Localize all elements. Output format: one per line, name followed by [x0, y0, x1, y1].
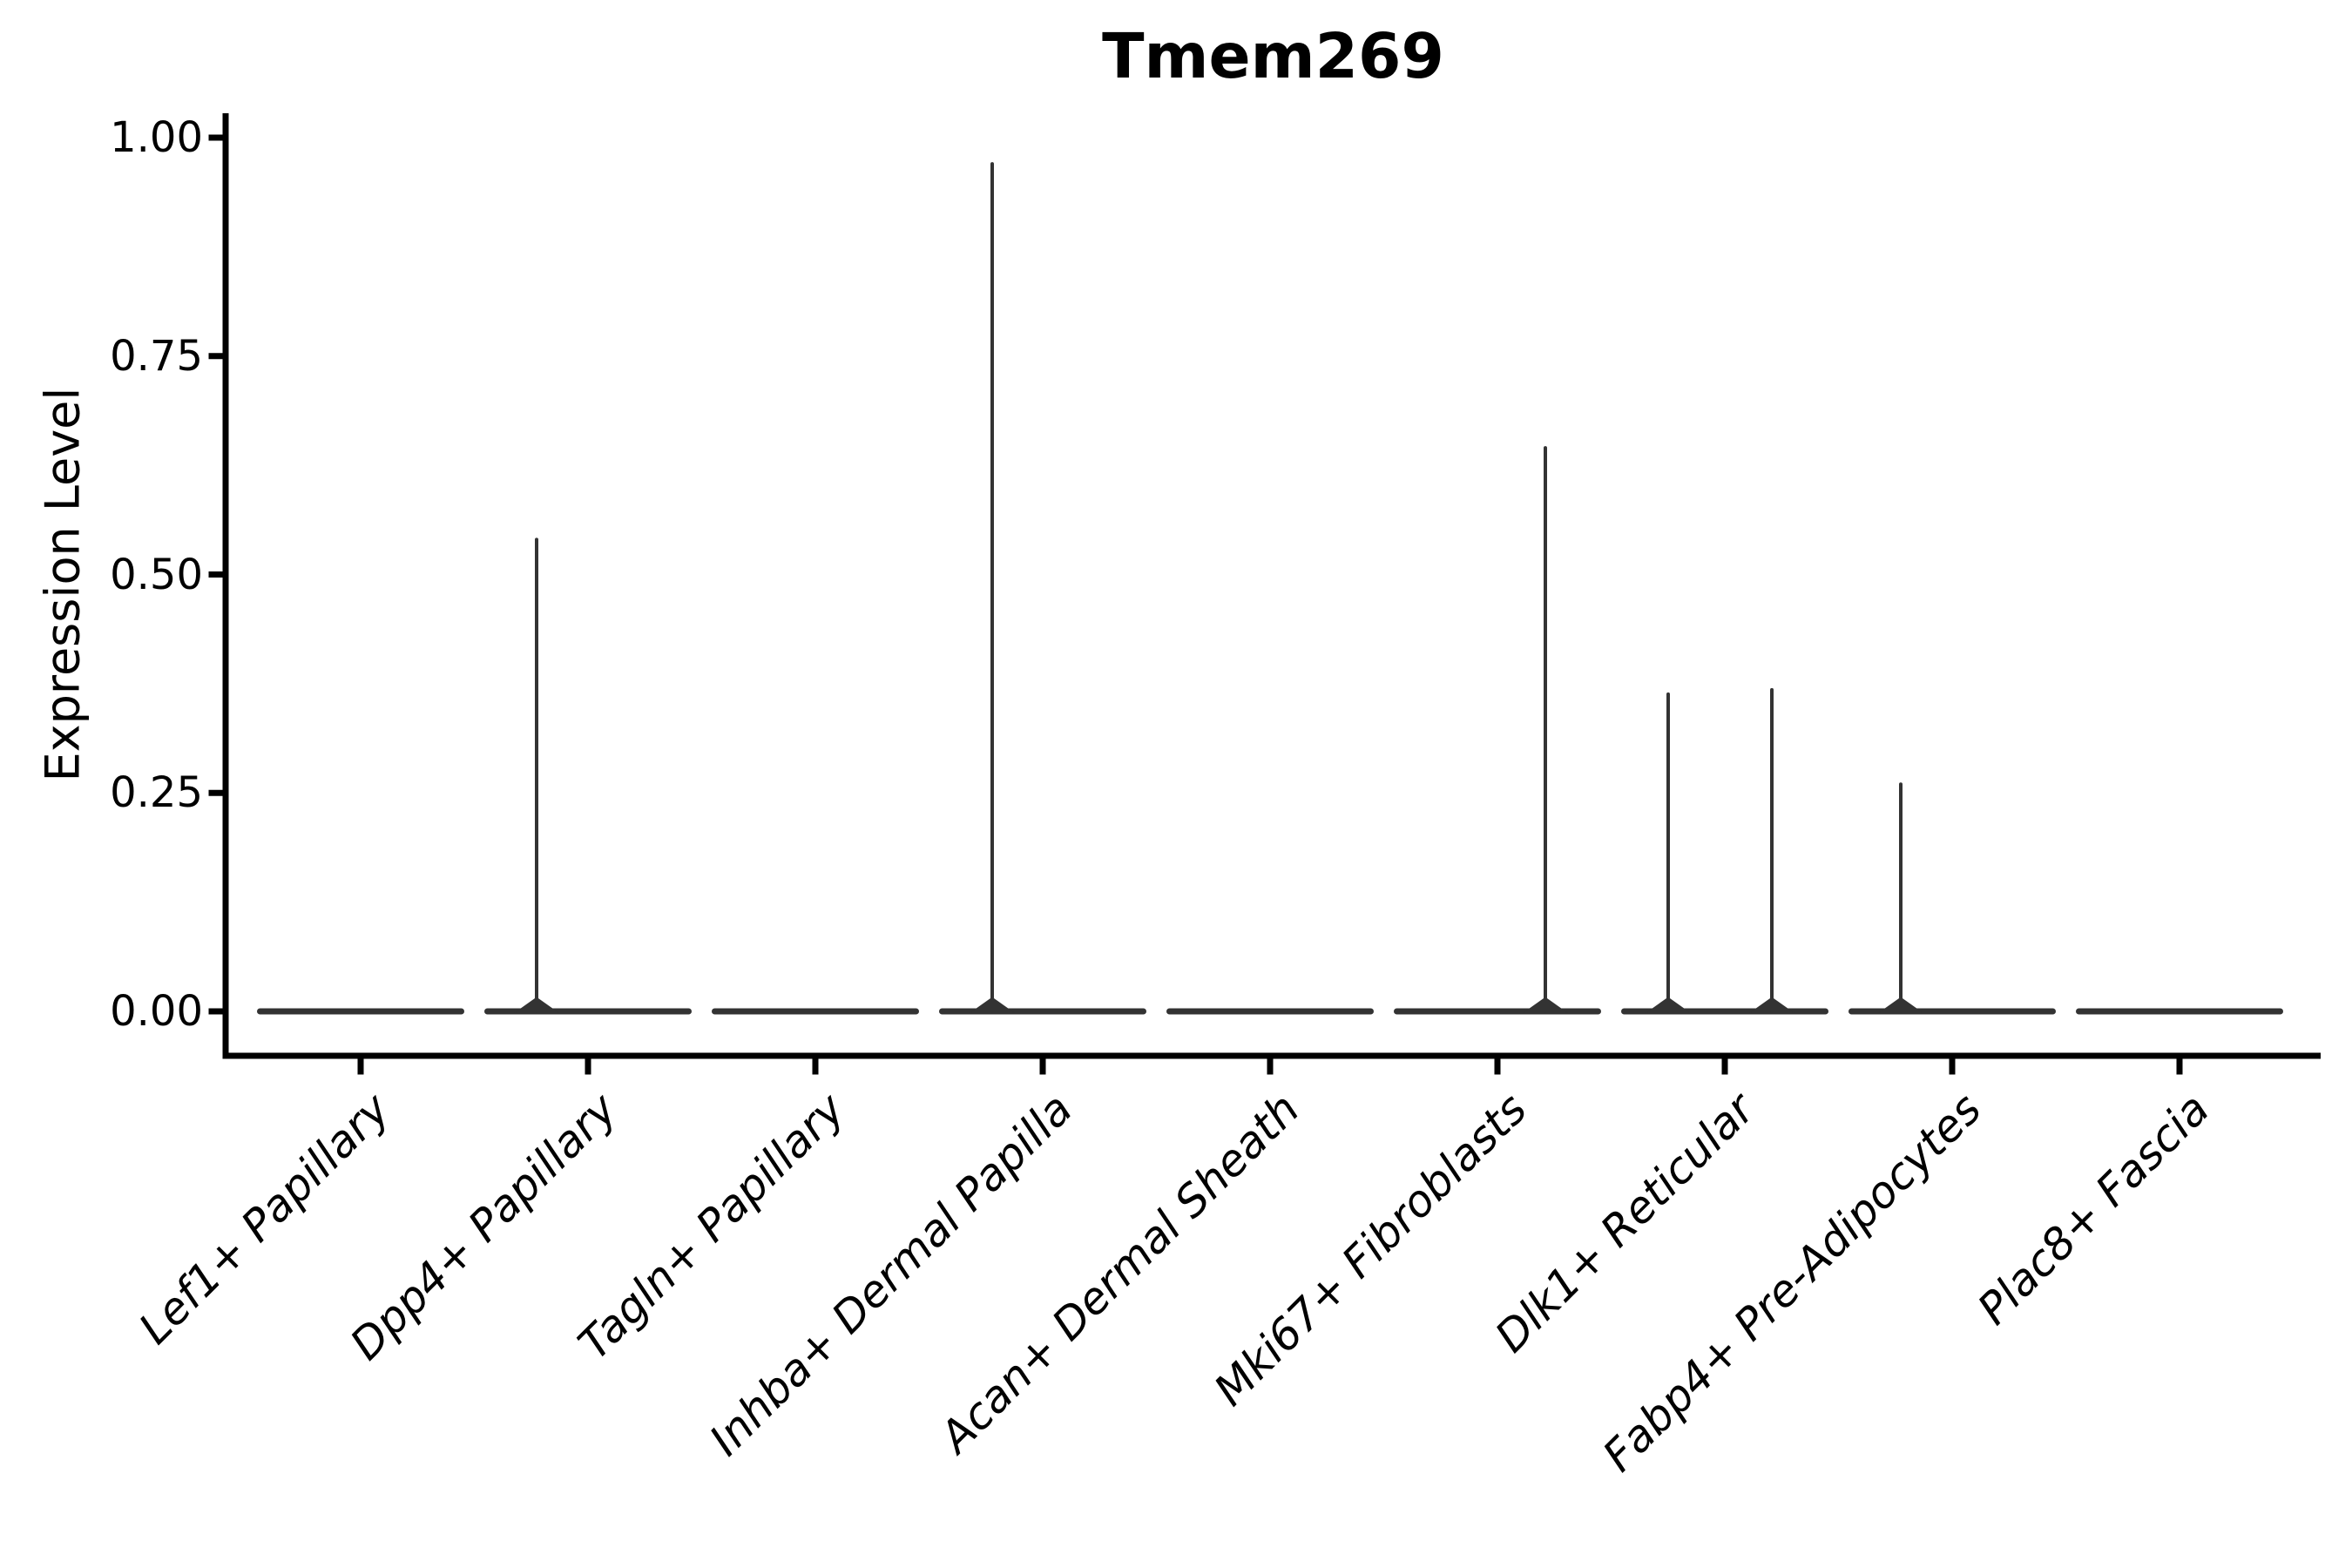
violin-body [939, 1008, 1146, 1015]
y-axis-title: Expression Level [35, 387, 91, 782]
y-tick-label: 0.00 [110, 987, 203, 1036]
violin-body [257, 1008, 464, 1015]
chart-title: Tmem269 [1102, 20, 1444, 92]
violin-body [1394, 1008, 1601, 1015]
violin-body [1166, 1008, 1374, 1015]
y-tick-label: 0.50 [110, 550, 203, 599]
violin-body [2076, 1008, 2283, 1015]
violin-body [484, 1008, 692, 1015]
y-tick-label: 0.75 [110, 331, 203, 381]
violin-body [712, 1008, 919, 1015]
y-tick-label: 1.00 [110, 113, 203, 162]
y-tick-label: 0.25 [110, 768, 203, 818]
violin-body [1848, 1008, 2056, 1015]
